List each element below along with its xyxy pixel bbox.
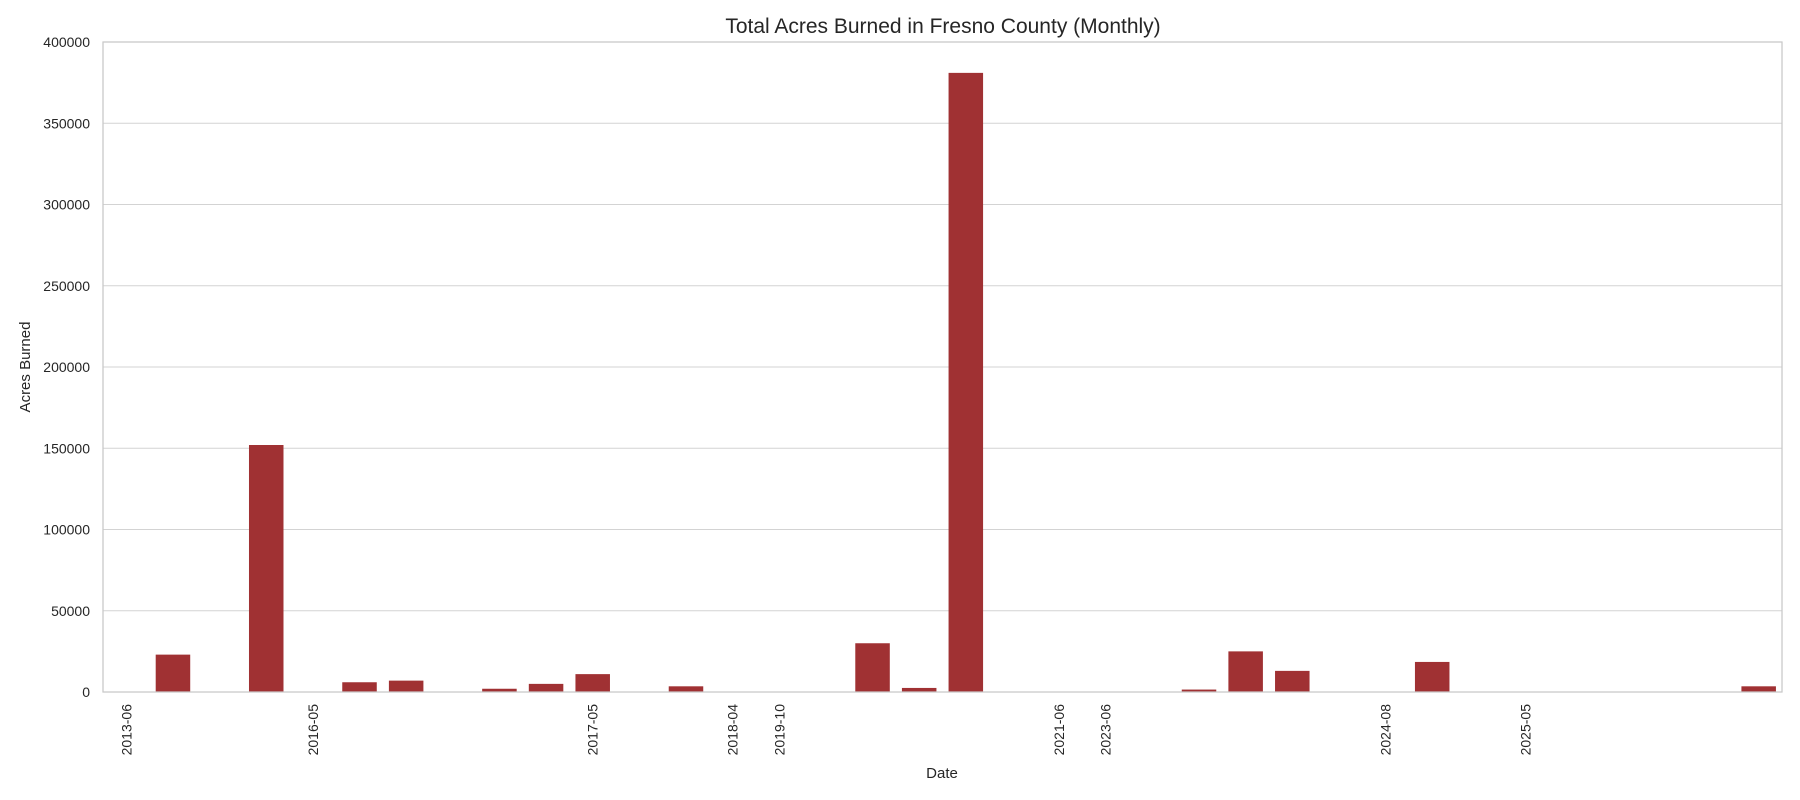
bar-2023-11 (1181, 689, 1217, 692)
bar-2024-09 (1414, 661, 1450, 692)
y-tick-label-4: 200000 (43, 359, 90, 375)
bar-2015-08 (248, 445, 284, 692)
bar-2017-07 (668, 686, 704, 692)
y-axis-label: Acres Burned (17, 322, 34, 413)
y-tick-label-0: 0 (82, 684, 90, 700)
y-tick-label-1: 50000 (51, 603, 90, 619)
y-tick-label-8: 400000 (43, 34, 90, 50)
bars (155, 72, 1776, 692)
y-axis-ticks: 0 50000 100000 150000 200000 250000 300000 3500… (43, 34, 90, 700)
bar-2020-03 (855, 643, 890, 692)
y-tick-label-7: 350000 (43, 115, 90, 131)
bar-2013-07 (155, 654, 191, 692)
bar-2017-05 (575, 674, 610, 692)
bar-2025-10 (1741, 686, 1776, 692)
x-tick-label-2: 2017-05 (585, 704, 601, 756)
x-axis-label: Date (926, 765, 958, 782)
x-tick-label-6: 2023-06 (1098, 704, 1114, 756)
plot-frame (102, 41, 1783, 693)
x-tick-label-3: 2018-04 (725, 704, 741, 756)
x-tick-label-5: 2021-06 (1051, 704, 1067, 756)
bar-2016-06 (342, 682, 377, 692)
y-tick-label-2: 100000 (43, 522, 90, 538)
bar-2024-04 (1228, 651, 1263, 692)
chart-title: Total Acres Burned in Fresno County (Mon… (725, 15, 1160, 38)
y-tick-label-5: 250000 (43, 278, 90, 294)
bar-2024-06 (1275, 670, 1310, 692)
y-tick-label-6: 300000 (43, 197, 90, 213)
y-tick-label-3: 150000 (43, 440, 90, 456)
bar-2017-04 (528, 683, 564, 692)
bar-2016-07 (388, 680, 424, 692)
x-tick-label-0: 2013-06 (118, 704, 134, 756)
bar-2017-02 (482, 688, 517, 692)
grid-lines (103, 41, 1782, 693)
x-axis-ticks: 2013-06 2016-05 2017-05 2018-04 2019-10 2021-… (118, 704, 1533, 756)
x-tick-label-4: 2019-10 (771, 704, 787, 756)
bar-2020-08 (948, 72, 984, 692)
x-tick-label-8: 2025-05 (1517, 704, 1533, 756)
x-tick-label-7: 2024-08 (1378, 704, 1394, 756)
x-tick-label-1: 2016-05 (305, 704, 321, 756)
bar-2020-04 (901, 687, 937, 692)
